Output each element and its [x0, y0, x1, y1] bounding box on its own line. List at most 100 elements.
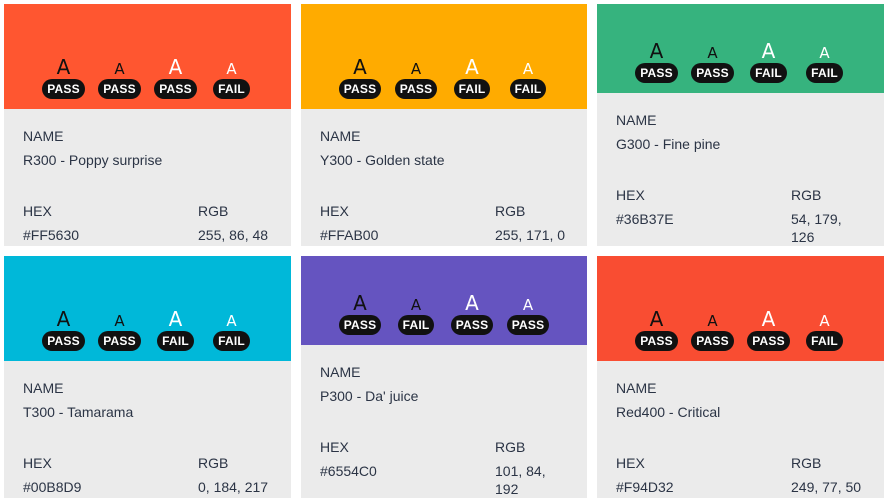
rgb-value: 54, 179, 126	[791, 211, 842, 245]
contrast-sample: A PASS	[97, 301, 143, 351]
contrast-result-badge: PASS	[338, 79, 382, 99]
contrast-result-badge: PASS	[635, 63, 678, 83]
name-label: NAME	[23, 380, 64, 396]
color-swatch: A PASS A PASS A FAIL A FAIL	[301, 4, 587, 109]
sample-letter: A	[56, 307, 71, 331]
contrast-result-badge: FAIL	[397, 315, 435, 335]
rgb-label: RGB	[791, 455, 822, 471]
contrast-sample: A PASS	[746, 301, 792, 351]
sample-letter: A	[168, 55, 183, 79]
contrast-result-badge: FAIL	[157, 331, 194, 351]
contrast-result-badge: PASS	[394, 79, 438, 99]
color-name: Red400 - Critical	[616, 404, 721, 420]
contrast-result-badge: PASS	[98, 331, 141, 351]
sample-letter: A	[114, 312, 125, 330]
contrast-result-badge: PASS	[98, 79, 141, 99]
color-card-t300: A PASS A PASS A FAIL A FAIL NAME	[4, 256, 291, 498]
contrast-sample: A PASS	[41, 301, 87, 351]
color-swatch: A PASS A PASS A PASS A FAIL	[597, 256, 884, 361]
contrast-sample: A PASS	[634, 301, 680, 351]
name-label: NAME	[23, 128, 64, 144]
hex-value: #FF5630	[23, 227, 80, 243]
contrast-result-badge: FAIL	[213, 79, 250, 99]
hex-value: #F94D32	[616, 479, 674, 495]
contrast-result-badge: FAIL	[509, 79, 547, 99]
hex-value: #6554C0	[320, 463, 377, 479]
contrast-sample: A FAIL	[393, 285, 439, 335]
contrast-sample: A FAIL	[449, 49, 495, 99]
sample-letter: A	[465, 55, 479, 79]
contrast-result-badge: PASS	[691, 63, 734, 83]
sample-letter: A	[410, 60, 422, 78]
contrast-samples: A PASS A PASS A FAIL A FAIL	[301, 49, 587, 99]
sample-letter: A	[522, 296, 534, 314]
contrast-result-badge: PASS	[42, 331, 85, 351]
hex-value: #00B8D9	[23, 479, 82, 495]
color-name: G300 - Fine pine	[616, 136, 721, 152]
sample-letter: A	[761, 307, 776, 331]
contrast-result-badge: FAIL	[213, 331, 250, 351]
rgb-value: 255, 171, 0	[495, 227, 566, 243]
color-info: NAME P300 - Da' juice HEX #6554C0 RGB 10…	[301, 345, 587, 498]
hex-value: #FFAB00	[320, 227, 379, 243]
hex-value: #36B37E	[616, 211, 674, 227]
contrast-sample: A FAIL	[505, 49, 551, 99]
color-swatch: A PASS A PASS A PASS A FAIL	[4, 4, 291, 109]
contrast-samples: A PASS A PASS A FAIL A FAIL	[597, 33, 884, 83]
color-name: R300 - Poppy surprise	[23, 152, 163, 168]
contrast-sample: A PASS	[690, 301, 736, 351]
color-card-red400: A PASS A PASS A PASS A FAIL NAME	[597, 256, 884, 498]
rgb-value: 101, 84, 192	[495, 463, 546, 497]
color-swatch: A PASS A PASS A FAIL A FAIL	[597, 4, 884, 93]
contrast-sample: A PASS	[505, 285, 551, 335]
contrast-samples: A PASS A PASS A PASS A FAIL	[597, 301, 884, 351]
contrast-samples: A PASS A PASS A FAIL A FAIL	[4, 301, 291, 351]
rgb-label: RGB	[495, 439, 526, 455]
contrast-result-badge: FAIL	[806, 63, 843, 83]
contrast-sample: A PASS	[153, 49, 199, 99]
color-swatch: A PASS A PASS A FAIL A FAIL	[4, 256, 291, 361]
sample-letter: A	[819, 44, 830, 62]
color-name: Y300 - Golden state	[320, 152, 445, 168]
contrast-result-badge: FAIL	[806, 331, 843, 351]
contrast-sample: A FAIL	[209, 301, 255, 351]
rgb-value: 255, 86, 48	[198, 227, 269, 243]
sample-letter: A	[649, 307, 664, 331]
rgb-label: RGB	[198, 203, 229, 219]
sample-letter: A	[707, 312, 718, 330]
contrast-sample: A PASS	[690, 33, 736, 83]
hex-label: HEX	[320, 203, 349, 219]
sample-letter: A	[707, 44, 718, 62]
name-label: NAME	[616, 112, 657, 128]
sample-letter: A	[761, 39, 776, 63]
rgb-label: RGB	[198, 455, 229, 471]
rgb-label: RGB	[495, 203, 526, 219]
sample-letter: A	[56, 55, 71, 79]
color-info: NAME Y300 - Golden state HEX #FFAB00 RGB…	[301, 109, 587, 246]
contrast-sample: A PASS	[41, 49, 87, 99]
color-info: NAME R300 - Poppy surprise HEX #FF5630 R…	[4, 109, 291, 246]
contrast-result-badge: PASS	[691, 331, 734, 351]
sample-letter: A	[353, 291, 367, 315]
contrast-samples: A PASS A PASS A PASS A FAIL	[4, 49, 291, 99]
name-label: NAME	[320, 364, 361, 380]
contrast-result-badge: FAIL	[750, 63, 787, 83]
contrast-result-badge: PASS	[747, 331, 790, 351]
contrast-sample: A PASS	[337, 49, 383, 99]
contrast-sample: A PASS	[337, 285, 383, 335]
sample-letter: A	[226, 60, 237, 78]
contrast-result-badge: PASS	[42, 79, 85, 99]
contrast-result-badge: PASS	[450, 315, 494, 335]
contrast-sample: A PASS	[449, 285, 495, 335]
sample-letter: A	[114, 60, 125, 78]
sample-letter: A	[168, 307, 183, 331]
sample-letter: A	[522, 60, 534, 78]
sample-letter: A	[226, 312, 237, 330]
contrast-result-badge: PASS	[338, 315, 382, 335]
rgb-label: RGB	[791, 187, 822, 203]
contrast-sample: A FAIL	[209, 49, 255, 99]
color-name: P300 - Da' juice	[320, 388, 419, 404]
color-swatch: A PASS A FAIL A PASS A PASS	[301, 256, 587, 345]
rgb-value: 0, 184, 217	[198, 479, 269, 495]
color-card-r300: A PASS A PASS A PASS A FAIL NAME	[4, 4, 291, 246]
